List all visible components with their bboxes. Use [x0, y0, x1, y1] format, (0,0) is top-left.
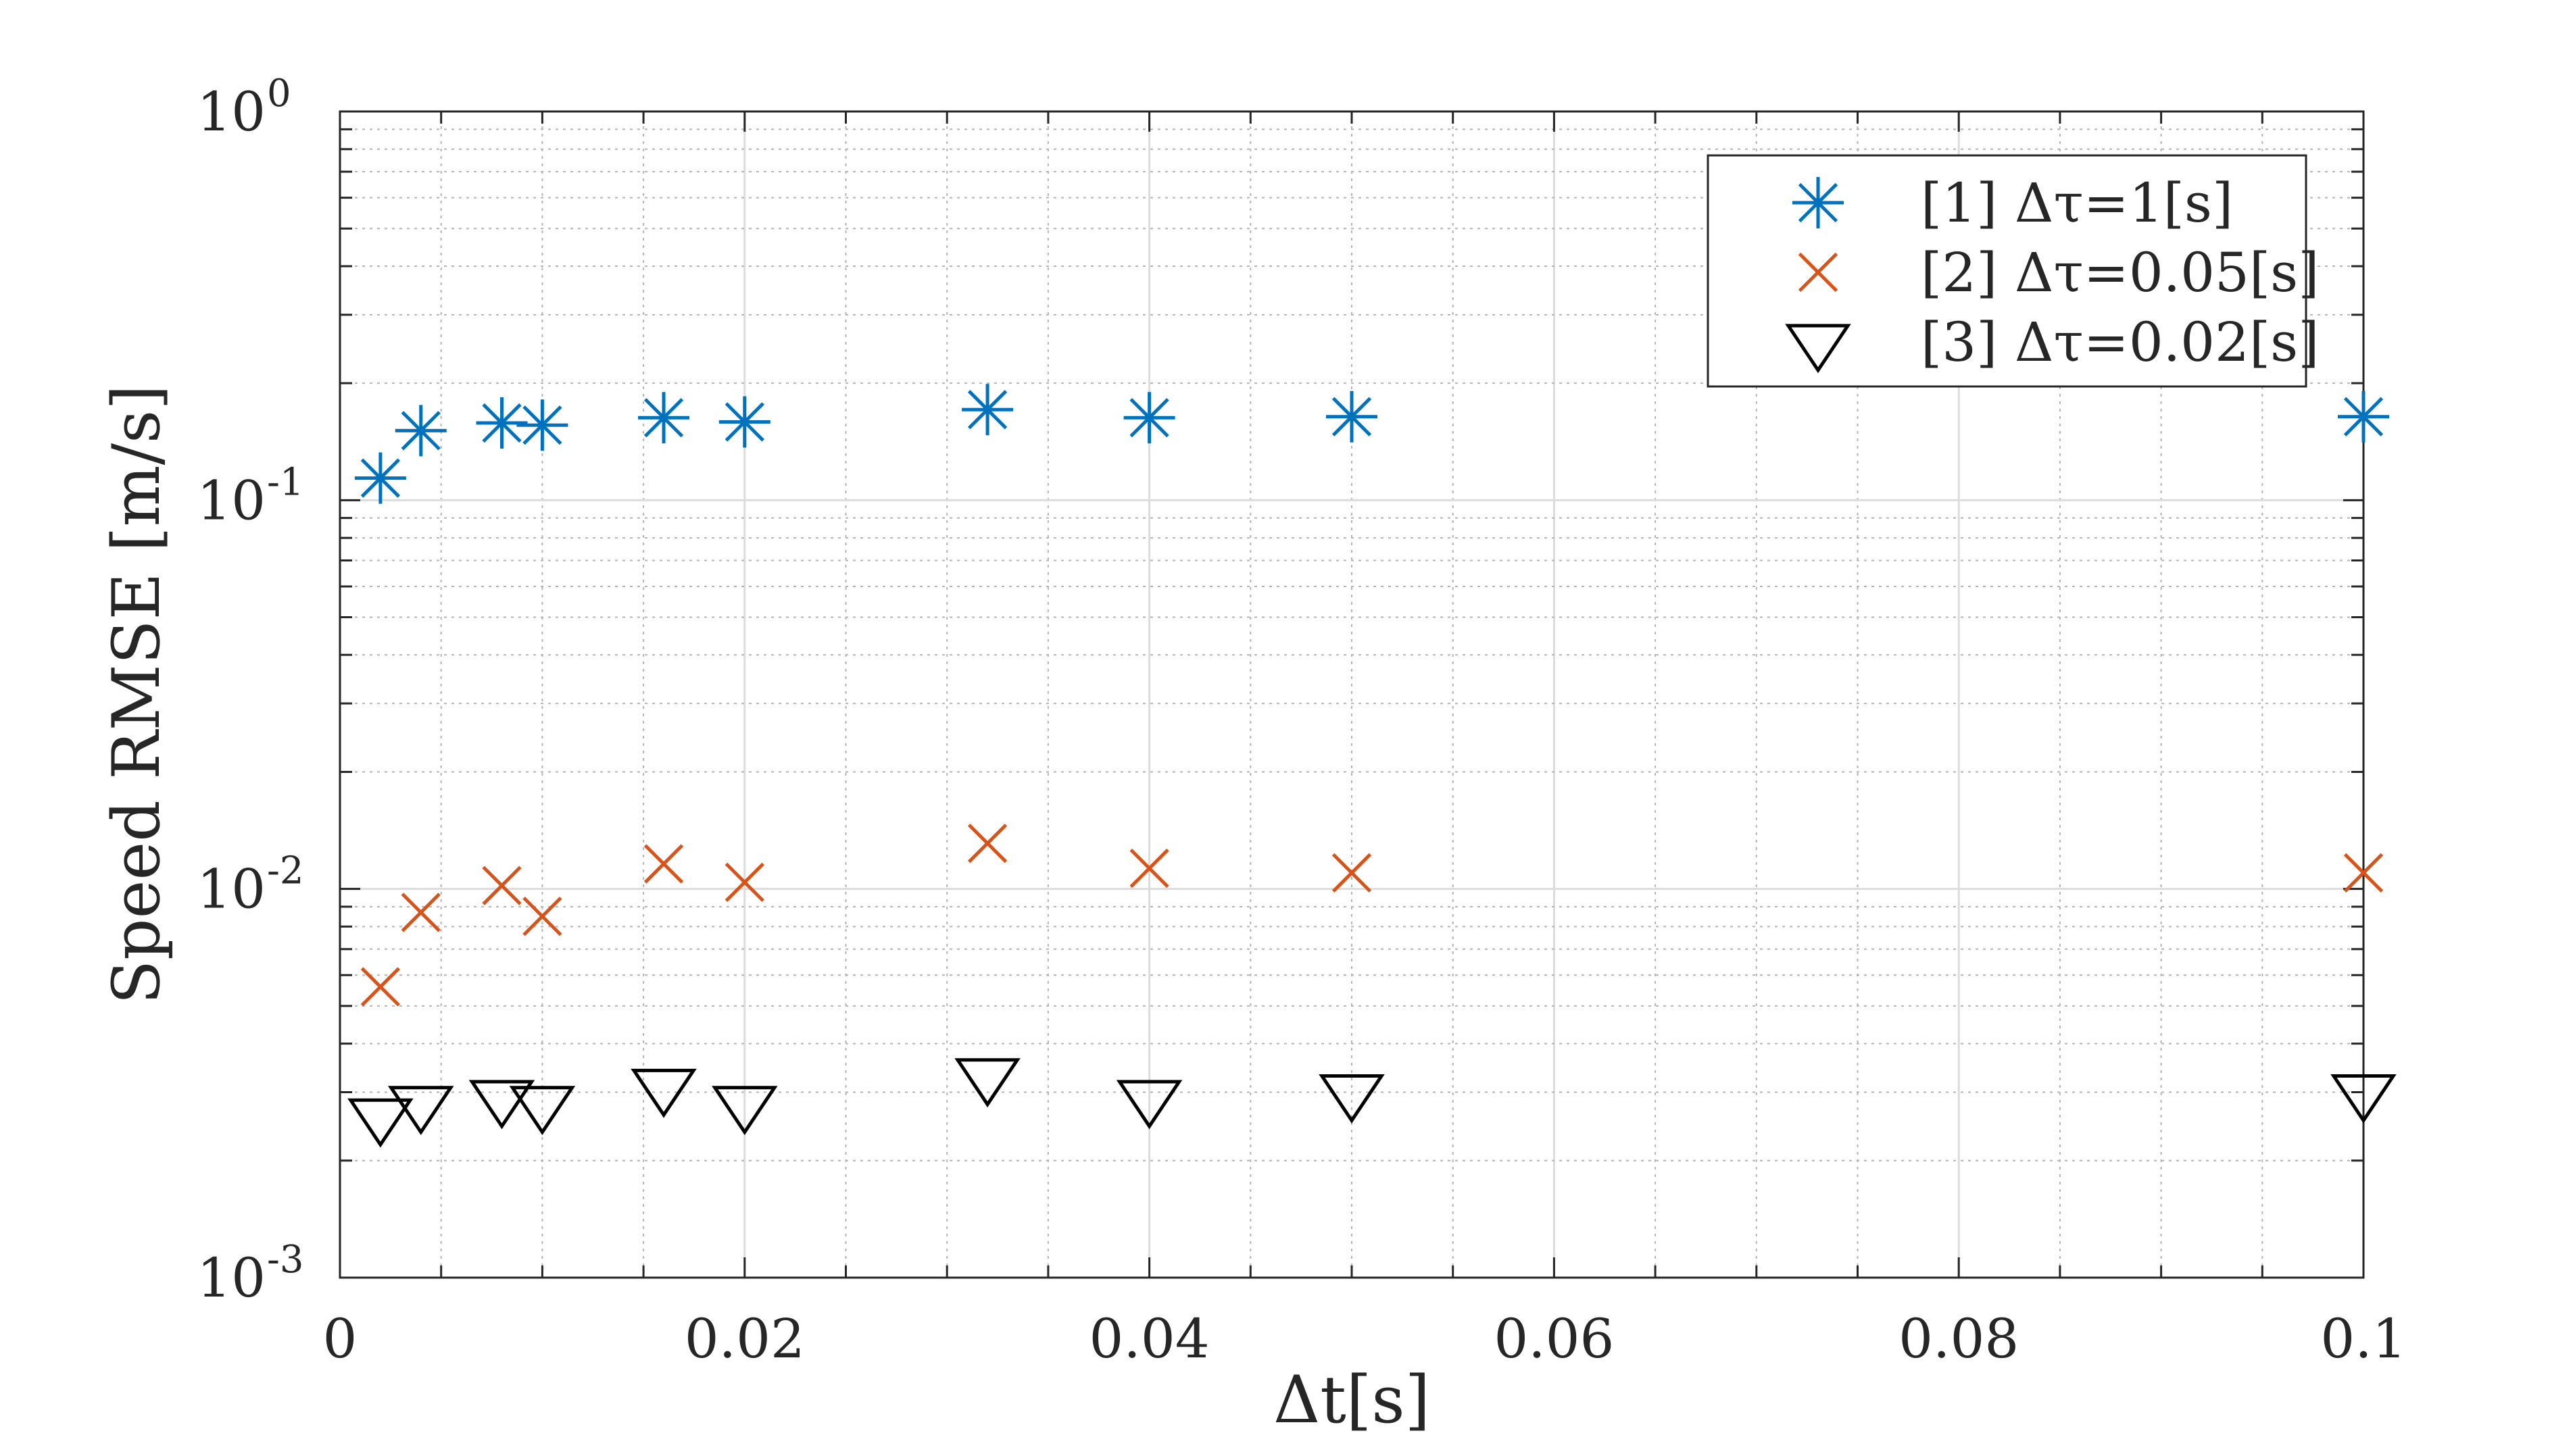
- data-point: [718, 396, 770, 448]
- x-tick-label: 0.06: [1494, 1307, 1614, 1370]
- y-tick-label-exponent: -1: [267, 460, 304, 504]
- data-point: [1116, 1080, 1183, 1130]
- y-tick-label-base: 10: [197, 1247, 266, 1309]
- series-3-markers: [347, 1058, 2397, 1148]
- data-point: [1129, 849, 1169, 888]
- data-point: [522, 897, 562, 936]
- data-point: [468, 1080, 535, 1130]
- legend-label: [3] Δτ=0.02[s]: [1921, 311, 2319, 374]
- legend: [1] Δτ=1[s] [2] Δτ=0.05[s] [3] Δτ=0.02[s]: [1707, 154, 2319, 388]
- y-tick-label-exponent: -2: [267, 849, 304, 893]
- data-point: [2338, 391, 2389, 443]
- y-tick-label-exponent: -3: [267, 1238, 304, 1282]
- data-point: [476, 397, 528, 449]
- data-point: [387, 1086, 454, 1136]
- data-point: [725, 862, 764, 902]
- x-tick-label: 0.1: [2320, 1307, 2406, 1370]
- data-point: [967, 824, 1008, 863]
- legend-entry-3: [3] Δτ=0.02[s]: [1785, 311, 2319, 374]
- data-point: [631, 1068, 697, 1118]
- data-point: [347, 1098, 414, 1148]
- data-point: [354, 452, 406, 504]
- x-tick-label: 0.04: [1089, 1307, 1210, 1370]
- y-tick-label-base: 10: [197, 80, 266, 143]
- legend-entry-2: [2] Δτ=0.05[s]: [1798, 241, 2319, 304]
- data-point: [954, 1058, 1021, 1108]
- series-1-markers: [354, 384, 2389, 504]
- data-point: [395, 405, 447, 457]
- data-point: [712, 1086, 778, 1136]
- y-tick-label-base: 10: [197, 858, 266, 921]
- x-tick-label: 0.08: [1898, 1307, 2019, 1370]
- data-point: [638, 392, 690, 444]
- x-tick-labels: 0 0.02 0.04 0.06 0.08 0.1: [323, 1307, 2407, 1370]
- y-axis-title: Speed RMSE [m/s]: [99, 384, 174, 1004]
- legend-entries: [1] Δτ=1[s] [2] Δτ=0.05[s] [3] Δτ=0.02[s]: [1785, 172, 2319, 374]
- legend-marker: [1792, 177, 1844, 228]
- data-point: [509, 1086, 576, 1136]
- legend-label: [2] Δτ=0.05[s]: [1921, 241, 2319, 304]
- tick-layer: [340, 111, 2363, 1279]
- axes-box: [339, 110, 2365, 1279]
- x-tick-label: 0: [323, 1307, 358, 1370]
- data-point: [643, 844, 684, 884]
- y-tick-label-base: 10: [197, 469, 266, 532]
- legend-marker: [1798, 252, 1838, 293]
- data-point: [1326, 391, 1377, 443]
- data-point: [1123, 392, 1175, 444]
- legend-entry-1: [1] Δτ=1[s]: [1792, 172, 2233, 234]
- data-point: [1331, 853, 1372, 893]
- data-point: [401, 893, 441, 932]
- y-tick-label-exponent: 0: [267, 72, 291, 116]
- x-tick-label: 0.02: [685, 1307, 805, 1370]
- x-axis-title: Δt[s]: [1273, 1362, 1430, 1438]
- data-point: [1319, 1074, 1385, 1124]
- legend-label: [1] Δτ=1[s]: [1921, 172, 2233, 234]
- data-point: [360, 967, 401, 1007]
- data-point: [962, 384, 1014, 436]
- data-point: [2343, 853, 2384, 893]
- data-point: [2330, 1074, 2397, 1124]
- data-point: [516, 399, 568, 451]
- data-markers: [347, 384, 2397, 1148]
- legend-marker: [1785, 324, 1851, 374]
- series-2-markers: [360, 824, 2384, 1007]
- data-point: [482, 865, 522, 905]
